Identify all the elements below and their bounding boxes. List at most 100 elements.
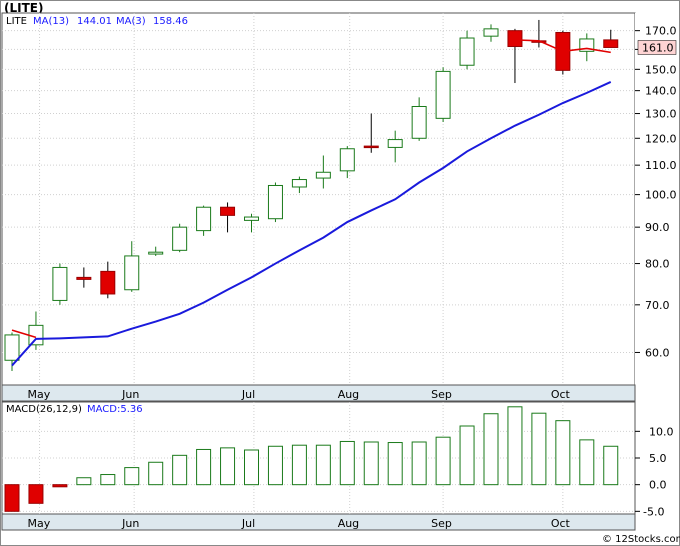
macd-bar [555,420,571,486]
price-x-tick-label: May [28,388,51,401]
legend-ma3-label: MA(3) [116,16,146,27]
macd-bars [4,406,619,512]
macd-bar [483,413,499,486]
macd-bar [339,440,355,486]
ma13-line [11,81,612,367]
price-y-tick-label: 90.0 [645,221,670,234]
candle-body [100,270,116,295]
macd-bar [315,444,331,486]
macd-bar [459,425,475,486]
macd-bar [507,406,523,486]
legend-ma13-label: MA(13) [33,16,69,27]
price-y-tick-label: 110.0 [645,159,677,172]
macd-x-tick-label: Jul [241,517,255,530]
macd-bar [28,484,44,504]
copyright-label: © 12Stocks.com [602,534,680,545]
macd-legend-label: MACD(26,12,9) [6,404,82,415]
price-x-tick-label: Jul [241,388,255,401]
macd-y-tick-label: 0.0 [649,479,667,492]
candle-body [172,226,188,251]
candle-body [52,266,68,301]
macd-bar [52,484,68,488]
price-plot-area [1,12,636,386]
macd-bar [172,454,188,486]
macd-bar [411,441,427,486]
legend-ma13-value: 144.01 [77,16,112,27]
ma3-line-start [11,329,37,339]
price-y-tick-label: 130.0 [645,108,677,121]
macd-bar [244,449,259,486]
candlesticks [4,19,619,372]
candle-body [4,334,20,361]
macd-x-tick-label: Sep [431,517,452,530]
candle-body [76,276,92,280]
price-x-tick-label: Aug [338,388,359,401]
last-price-label: 161.0 [642,41,674,54]
macd-bar [435,436,451,486]
macd-bar [124,467,140,486]
price-y-tick-label: 150.0 [645,63,677,76]
macd-bar [291,444,307,486]
candle-body [148,251,164,255]
price-y-tick-label: 170.0 [645,25,677,38]
macd-bar [579,439,595,486]
ma3-line [514,39,611,54]
macd-bar [387,442,403,486]
candle-body [387,139,403,148]
macd-x-tick-label: Oct [551,517,571,530]
price-y-tick-label: 120.0 [645,132,677,145]
macd-bar [603,445,619,486]
macd-bar [76,477,92,486]
price-y-axis-band [635,13,677,385]
candle-body [483,28,499,37]
candle-body [196,206,212,232]
candle-body [339,148,355,172]
macd-bar [196,448,212,486]
price-y-tick-label: 60.0 [645,346,670,359]
macd-bar [267,445,283,486]
macd-x-ticks: May Jun Jul Aug Sep Oct [28,517,571,530]
macd-x-tick-label: Jun [121,517,139,530]
candle-body [459,37,475,66]
macd-y-tick-label: 10.0 [649,425,674,438]
candle-body [244,216,259,221]
price-y-tick-label: 100.0 [645,189,677,202]
legend-symbol: LITE [6,16,27,27]
price-x-ticks: May Jun Jul Aug Sep Oct [28,388,571,401]
candle-body [507,30,523,48]
legend-ma3-value: 158.46 [153,16,188,27]
candle-body [220,206,236,216]
macd-bar [4,484,20,512]
macd-bar [531,412,547,486]
macd-bar [363,441,379,486]
price-panel: 60.0 70.0 80.0 90.0 100.0 110.0 120.0 130.0 140.… [1,12,677,402]
macd-panel: -5.0 0.0 5.0 10.0 May Jun Jul Aug Sep Oct MACD(2… [1,401,674,531]
candle-body [124,255,140,291]
candle-body [363,145,379,149]
macd-x-tick-label: Aug [338,517,359,530]
candle-body [291,179,307,188]
macd-x-axis-band [1,513,636,531]
price-x-tick-label: Sep [431,388,452,401]
price-y-tick-label: 70.0 [645,299,670,312]
macd-legend-value: MACD:5.36 [87,404,143,415]
macd-y-tick-label: -5.0 [643,505,664,518]
price-x-tick-label: Jun [121,388,139,401]
chart-title: (LITE) [4,1,43,15]
price-y-tick-label: 140.0 [645,85,677,98]
macd-bar [100,474,116,486]
last-price-tag [637,40,677,55]
macd-bar [148,461,164,486]
macd-bar [220,447,236,486]
candle-body [603,39,619,48]
candle-body [411,105,427,139]
price-x-tick-label: Oct [551,388,571,401]
macd-y-ticks: -5.0 0.0 5.0 10.0 [635,425,674,518]
candle-body [315,171,331,179]
macd-x-tick-label: May [28,517,51,530]
candle-body [435,70,451,119]
price-y-tick-label: 80.0 [645,258,670,271]
candle-body [267,184,283,220]
price-x-axis-band [1,384,636,402]
